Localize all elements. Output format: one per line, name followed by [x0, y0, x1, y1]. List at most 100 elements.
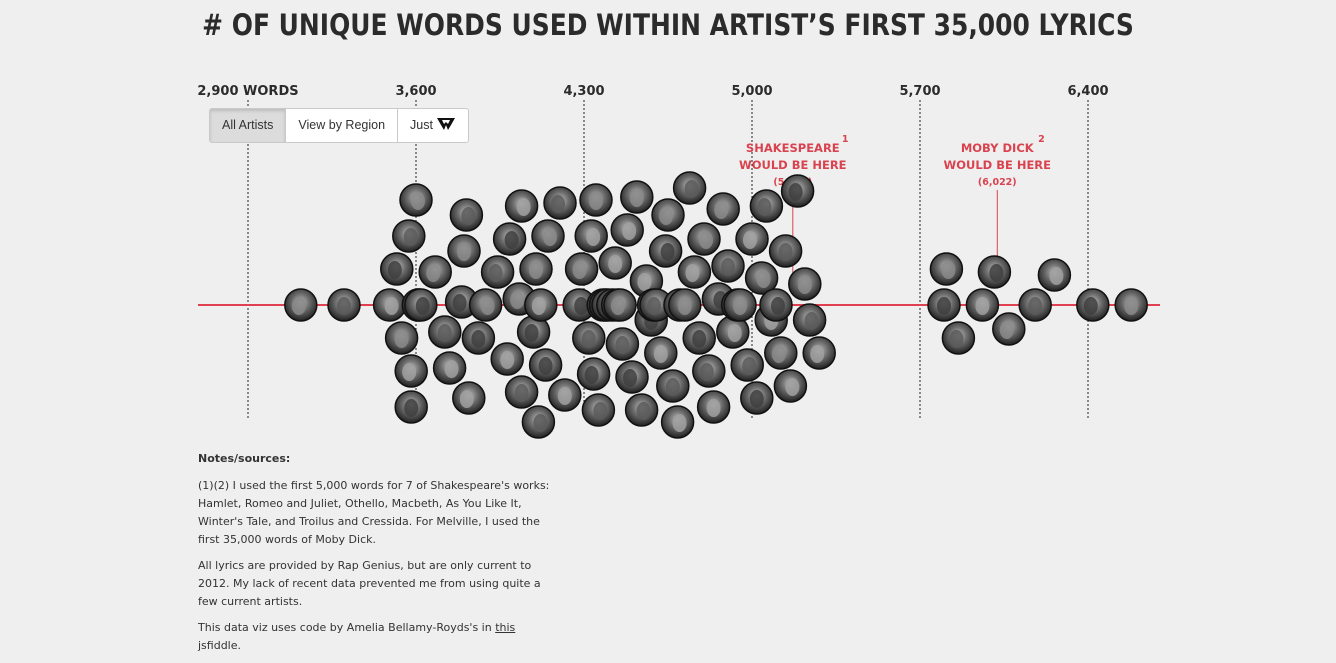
- portrait-face: [586, 228, 601, 246]
- artist-bubble[interactable]: [768, 234, 803, 268]
- portrait-face: [714, 201, 729, 219]
- artist-bubble[interactable]: [461, 321, 496, 355]
- artist-bubble[interactable]: [394, 354, 428, 388]
- artist-bubble[interactable]: [792, 303, 827, 337]
- artist-bubble[interactable]: [1037, 258, 1072, 292]
- portrait-face: [394, 330, 409, 348]
- artist-bubble[interactable]: [392, 219, 426, 253]
- artist-bubble[interactable]: [749, 189, 784, 223]
- artist-bubble[interactable]: [521, 405, 556, 439]
- artist-bubble[interactable]: [576, 357, 611, 391]
- artist-bubble[interactable]: [1114, 288, 1148, 322]
- artist-bubble[interactable]: [735, 222, 769, 256]
- artist-bubble[interactable]: [744, 261, 779, 295]
- jsfiddle-link[interactable]: this: [495, 621, 516, 634]
- artist-bubble[interactable]: [656, 369, 690, 403]
- artist-bubble[interactable]: [519, 252, 553, 286]
- artist-bubble[interactable]: [624, 393, 659, 427]
- artist-bubble[interactable]: [788, 267, 822, 301]
- artist-bubble[interactable]: [543, 186, 577, 220]
- artist-bubble[interactable]: [432, 351, 467, 385]
- artist-bubble[interactable]: [759, 288, 793, 322]
- artist-bubble[interactable]: [399, 183, 433, 217]
- artist-bubble[interactable]: [574, 219, 608, 253]
- artist-bubble[interactable]: [610, 213, 644, 247]
- artist-bubble[interactable]: [773, 369, 808, 403]
- artist-bubble[interactable]: [1076, 288, 1110, 322]
- artist-bubble[interactable]: [404, 288, 438, 322]
- portrait-face: [529, 261, 543, 279]
- artist-bubble[interactable]: [672, 171, 707, 205]
- artist-bubble[interactable]: [468, 288, 503, 322]
- portrait-face: [692, 330, 707, 348]
- just-wutang-button[interactable]: Just: [398, 109, 468, 142]
- artist-bubble[interactable]: [480, 255, 515, 289]
- portrait-face: [584, 366, 599, 384]
- view-by-region-button[interactable]: View by Region: [286, 109, 399, 142]
- artist-bubble[interactable]: [692, 354, 726, 388]
- all-artists-button[interactable]: All Artists: [210, 109, 287, 142]
- artist-bubble[interactable]: [572, 321, 606, 355]
- artist-bubble[interactable]: [620, 180, 654, 214]
- artist-bubble[interactable]: [696, 390, 731, 424]
- portrait-face: [574, 297, 589, 315]
- artist-bubble[interactable]: [706, 192, 740, 226]
- portrait-face: [659, 207, 673, 225]
- artist-bubble[interactable]: [372, 288, 407, 322]
- artist-bubble[interactable]: [730, 348, 764, 382]
- artist-bubble[interactable]: [644, 336, 678, 370]
- artist-bubble[interactable]: [687, 222, 721, 256]
- artist-bubble[interactable]: [564, 252, 599, 286]
- artist-bubble[interactable]: [965, 288, 1000, 322]
- artist-bubble[interactable]: [977, 255, 1012, 289]
- portrait-face: [672, 414, 687, 432]
- artist-bubble[interactable]: [929, 252, 964, 286]
- portrait-face: [504, 231, 519, 249]
- portrait-face: [514, 384, 529, 402]
- artist-bubble[interactable]: [428, 315, 462, 349]
- artist-bubble[interactable]: [992, 312, 1026, 346]
- artist-bubble[interactable]: [447, 234, 481, 268]
- artist-bubble[interactable]: [740, 381, 774, 415]
- artist-bubble[interactable]: [677, 255, 712, 289]
- artist-bubble[interactable]: [579, 183, 613, 217]
- artist-bubble[interactable]: [528, 348, 563, 382]
- artist-bubble[interactable]: [581, 393, 616, 427]
- artist-bubble[interactable]: [1018, 288, 1052, 322]
- artist-bubble[interactable]: [548, 378, 582, 412]
- artist-bubble[interactable]: [780, 174, 815, 208]
- artist-bubble[interactable]: [492, 222, 527, 256]
- artist-bubble[interactable]: [449, 198, 484, 232]
- artist-bubble[interactable]: [927, 288, 961, 322]
- artist-bubble[interactable]: [504, 189, 539, 223]
- artist-bubble[interactable]: [504, 375, 539, 409]
- artist-bubble[interactable]: [711, 249, 745, 283]
- artist-bubble[interactable]: [660, 405, 695, 439]
- artist-bubble[interactable]: [327, 288, 361, 322]
- artist-bubble[interactable]: [284, 288, 318, 322]
- artist-bubble[interactable]: [682, 321, 716, 355]
- artist-bubble[interactable]: [598, 246, 632, 280]
- artist-bubble[interactable]: [384, 321, 419, 355]
- artist-bubble[interactable]: [941, 321, 976, 355]
- artist-bubble[interactable]: [668, 288, 702, 322]
- artist-bubble[interactable]: [651, 198, 685, 232]
- artist-bubble[interactable]: [531, 219, 565, 253]
- artist-bubble[interactable]: [418, 255, 452, 289]
- portrait-face: [415, 297, 430, 315]
- artist-bubble[interactable]: [452, 381, 486, 415]
- artist-bubble[interactable]: [802, 336, 836, 370]
- artist-bubble[interactable]: [380, 252, 414, 286]
- artist-bubble[interactable]: [524, 288, 558, 322]
- artist-bubble[interactable]: [490, 342, 524, 376]
- artist-bubble[interactable]: [605, 327, 640, 361]
- artist-bubble[interactable]: [648, 234, 683, 268]
- portrait-face: [999, 321, 1014, 339]
- artist-bubble[interactable]: [764, 336, 798, 370]
- artist-bubble[interactable]: [562, 288, 596, 322]
- artist-bubble[interactable]: [394, 390, 428, 424]
- artist-bubble[interactable]: [723, 288, 757, 322]
- artist-bubble[interactable]: [615, 360, 649, 394]
- portrait-face: [444, 360, 459, 378]
- artist-bubble[interactable]: [603, 288, 637, 322]
